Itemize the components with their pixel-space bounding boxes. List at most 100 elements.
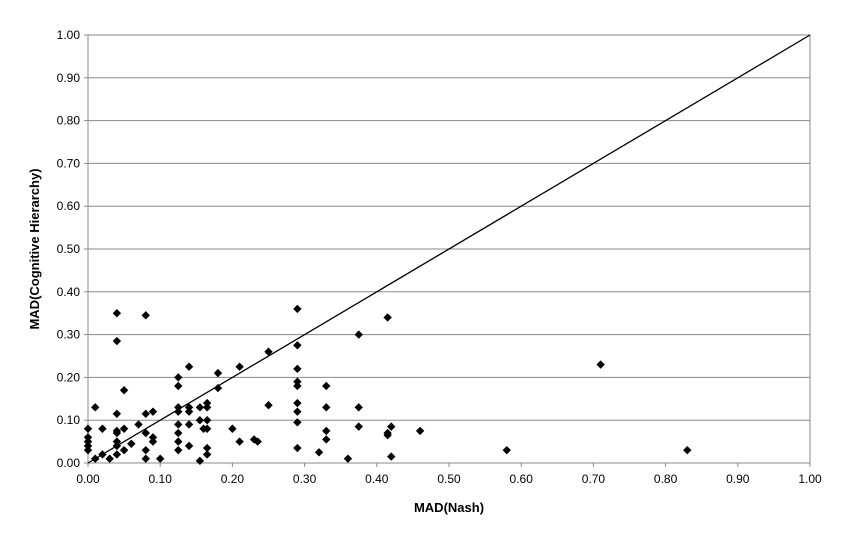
data-point [83, 441, 93, 451]
data-point [387, 452, 396, 461]
data-point [83, 433, 93, 442]
data-point [293, 407, 302, 416]
data-point [202, 398, 212, 408]
x-axis-label: MAD(Nash) [414, 500, 484, 515]
x-tick-label: 0.90 [726, 472, 750, 486]
data-point [141, 445, 150, 455]
data-point [502, 445, 511, 455]
data-point [174, 381, 183, 391]
x-tick-label: 0.10 [149, 472, 173, 486]
data-point [112, 437, 122, 446]
data-point [112, 309, 122, 318]
data-point [322, 381, 331, 391]
x-tick-label: 0.80 [654, 472, 678, 486]
data-point [127, 439, 136, 448]
y-tick-label: 0.90 [57, 71, 81, 85]
data-point [148, 433, 158, 442]
data-point [354, 403, 363, 412]
data-point [105, 454, 114, 463]
data-point [112, 450, 122, 459]
x-tick-label: 1.00 [798, 472, 822, 486]
data-point [264, 347, 273, 356]
y-tick-labels: 0.00 0.10 0.20 0.30 0.40 0.50 0.60 0.70 0.80 0.90… [57, 28, 88, 470]
data-point [174, 373, 183, 382]
data-point [184, 403, 194, 412]
data-point [195, 456, 205, 466]
data-point [174, 428, 183, 438]
data-point [202, 443, 212, 453]
data-point [174, 445, 183, 455]
y-tick-label: 0.00 [57, 456, 81, 470]
gridlines [88, 34, 810, 421]
data-point [141, 409, 150, 418]
data-point [415, 426, 425, 436]
x-tick-label: 0.40 [365, 472, 389, 486]
data-point [174, 437, 183, 446]
reference-line-y-equals-x [87, 34, 811, 464]
data-point [293, 398, 302, 408]
data-point [148, 407, 158, 416]
data-point [83, 424, 93, 433]
data-point [119, 386, 129, 395]
data-point [293, 364, 302, 374]
data-point [596, 360, 605, 369]
x-tick-label: 0.50 [437, 472, 461, 486]
data-point [134, 420, 143, 429]
data-point [156, 454, 165, 463]
data-point [293, 418, 302, 427]
data-point [119, 445, 129, 455]
data-point [343, 454, 353, 463]
y-tick-label: 0.80 [57, 114, 81, 128]
y-tick-label: 0.40 [57, 285, 81, 299]
data-point [91, 454, 100, 463]
x-tick-labels: 0.00 0.10 0.20 0.30 0.40 0.50 0.60 0.70 0.80 0.90… [76, 463, 822, 486]
data-point [112, 409, 122, 418]
data-point [184, 420, 194, 429]
data-point [383, 313, 392, 322]
data-point [174, 403, 183, 412]
data-point [119, 424, 129, 433]
data-point [112, 336, 122, 346]
data-point [141, 428, 150, 438]
x-tick-label: 0.30 [293, 472, 317, 486]
y-tick-label: 1.00 [57, 28, 81, 42]
data-point [184, 407, 194, 416]
data-point [195, 416, 205, 425]
data-point [314, 448, 324, 457]
data-point [293, 377, 302, 386]
data-point [98, 424, 107, 433]
data-point [322, 403, 331, 412]
x-tick-label: 0.20 [221, 472, 245, 486]
data-point [91, 403, 100, 412]
data-point [202, 416, 212, 425]
data-point [235, 362, 244, 371]
data-point [235, 437, 244, 446]
data-point [293, 443, 302, 453]
y-tick-label: 0.20 [57, 370, 81, 384]
data-point [112, 428, 122, 438]
data-point [293, 341, 302, 350]
data-point [293, 304, 302, 314]
data-point [148, 437, 158, 446]
data-point [683, 445, 692, 455]
data-point [213, 383, 223, 393]
data-point [264, 401, 273, 410]
x-tick-label: 0.00 [76, 472, 100, 486]
data-point [202, 403, 212, 412]
data-point [253, 437, 262, 446]
data-point [83, 445, 93, 455]
data-point [322, 435, 331, 444]
data-point [184, 362, 194, 371]
data-point [354, 330, 363, 339]
data-point [387, 422, 396, 431]
data-point [98, 450, 107, 459]
data-point [112, 441, 122, 451]
data-point [174, 420, 183, 429]
data-point [141, 454, 150, 463]
data-point [202, 424, 212, 433]
y-tick-label: 0.50 [57, 242, 81, 256]
data-point [174, 407, 183, 416]
y-tick-label: 0.70 [57, 156, 81, 170]
data-point [383, 430, 392, 440]
